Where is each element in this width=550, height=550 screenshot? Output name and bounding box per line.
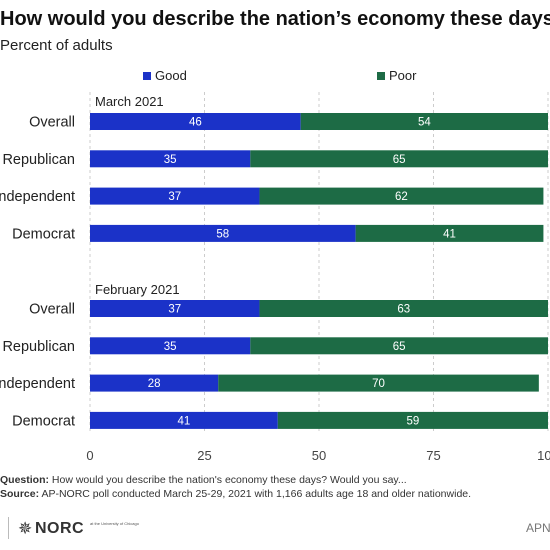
- norc-logo-text: NORC: [35, 520, 85, 537]
- chart-title: How would you describe the nation’s econ…: [0, 8, 550, 30]
- category-label: Independent: [0, 189, 75, 205]
- bar-good: [90, 150, 251, 168]
- data-label: 70: [372, 378, 385, 390]
- footer-logos: ✵ NORC at the University of Chicago APN: [0, 513, 550, 543]
- category-label: Democrat: [12, 226, 75, 242]
- data-label: 35: [164, 341, 177, 353]
- bar-poor: [259, 187, 544, 205]
- data-label: 63: [397, 304, 410, 316]
- bar-poor: [259, 300, 548, 317]
- bar-good: [90, 374, 219, 392]
- bar-good: [90, 113, 301, 130]
- question-note: Question: How would you describe the nat…: [0, 473, 550, 487]
- data-label: 37: [168, 304, 181, 316]
- question-label: Question:: [0, 474, 49, 486]
- legend-swatch-poor: [377, 72, 385, 80]
- bar-poor: [355, 224, 544, 242]
- data-label: 65: [393, 341, 406, 353]
- legend-swatch-good: [143, 72, 151, 80]
- data-label: 65: [393, 154, 406, 166]
- category-label: Democrat: [12, 413, 75, 429]
- source-text: AP-NORC poll conducted March 25-29, 2021…: [41, 488, 472, 500]
- bar-poor: [250, 150, 549, 168]
- data-label: 59: [406, 415, 419, 427]
- group-label: February 2021: [95, 282, 180, 297]
- bar-poor: [277, 411, 548, 429]
- bar-poor: [250, 337, 549, 355]
- category-label: Republican: [2, 152, 75, 168]
- data-label: 58: [216, 228, 229, 240]
- norc-logo-subtext: at the University of Chicago: [90, 521, 139, 526]
- legend-item-good: Good: [143, 68, 187, 83]
- data-label: 41: [443, 228, 456, 240]
- legend-label-good: Good: [155, 68, 187, 83]
- data-label: 62: [395, 191, 408, 203]
- norc-star-icon: ✵: [18, 519, 33, 538]
- bar-poor: [300, 113, 548, 130]
- group-label: March 2021: [95, 94, 164, 109]
- category-label: Republican: [2, 339, 75, 355]
- data-label: 37: [168, 191, 181, 203]
- data-label: 41: [177, 415, 190, 427]
- x-tick-label: 25: [197, 448, 211, 463]
- category-label: Overall: [29, 302, 75, 318]
- footer-right-label: APN: [526, 521, 550, 535]
- bar-good: [90, 337, 251, 355]
- source-label: Source:: [0, 488, 40, 500]
- logo-divider: [8, 517, 9, 539]
- data-label: 28: [148, 378, 161, 390]
- x-tick-label: 100: [537, 448, 550, 463]
- bar-good: [90, 224, 356, 242]
- bar-good: [90, 411, 278, 429]
- category-label: Independent: [0, 376, 75, 392]
- data-label: 46: [189, 117, 202, 129]
- data-label: 54: [418, 117, 431, 129]
- x-tick-label: 50: [312, 448, 326, 463]
- chart-notes: Question: How would you describe the nat…: [0, 473, 550, 501]
- bar-good: [90, 300, 260, 317]
- legend-label-poor: Poor: [389, 68, 417, 83]
- question-text: How would you describe the nation's econ…: [51, 474, 407, 486]
- x-tick-label: 0: [86, 448, 93, 463]
- bar-poor: [218, 374, 539, 392]
- stacked-bar-chart: 0 25 50 75 100 March 2021 Overall 46 54 Republica…: [0, 92, 550, 463]
- legend: Good Poor: [0, 68, 550, 86]
- source-note: Source: AP-NORC poll conducted March 25-…: [0, 487, 550, 501]
- bar-good: [90, 187, 260, 205]
- data-label: 35: [164, 154, 177, 166]
- category-label: Overall: [29, 115, 75, 131]
- legend-item-poor: Poor: [377, 68, 416, 83]
- chart-subtitle: Percent of adults: [0, 37, 113, 54]
- x-tick-label: 75: [426, 448, 440, 463]
